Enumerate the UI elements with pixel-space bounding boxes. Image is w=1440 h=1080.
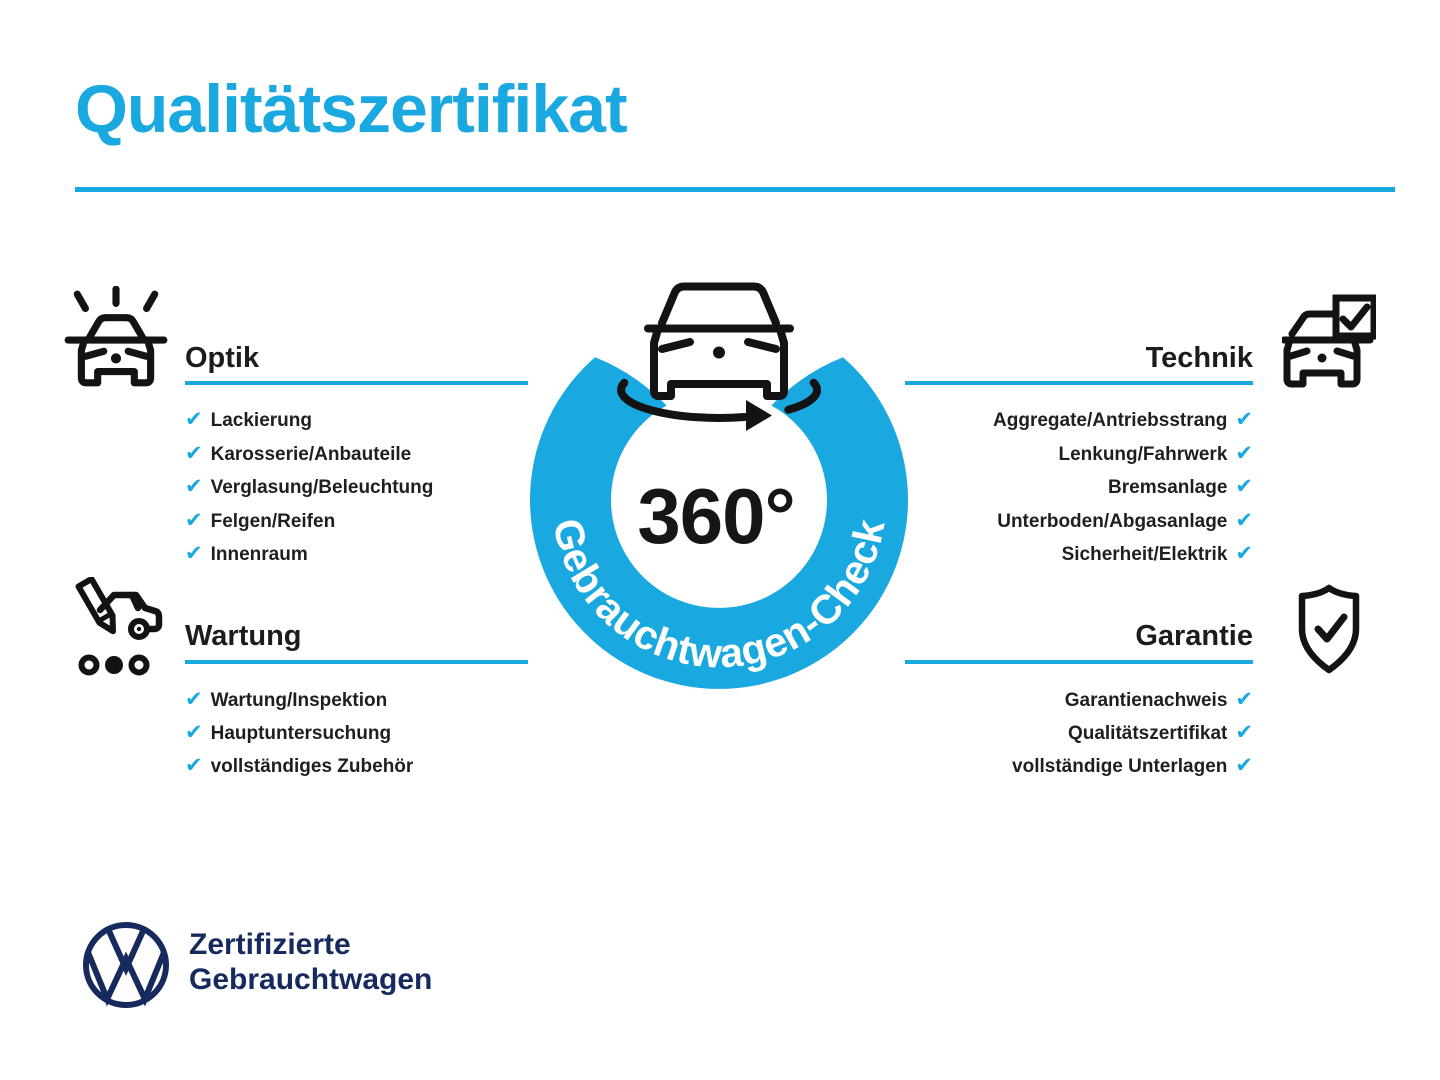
check-icon: ✔ — [1235, 541, 1253, 566]
checklist-item: Aggregate/Antriebsstrang ✔ — [833, 404, 1253, 438]
ring-360-graphic: Gebrauchtwagen-Check 360° — [504, 265, 934, 735]
check-icon: ✔ — [1235, 687, 1253, 711]
checklist-item-label: Hauptuntersuchung — [210, 723, 392, 744]
check-icon: ✔ — [185, 687, 203, 711]
checklist-item-label: vollständiges Zubehör — [210, 756, 414, 777]
checklist-item: Unterboden/Abgasanlage ✔ — [833, 505, 1253, 539]
checklist-item: ✔ Lackierung — [185, 404, 433, 438]
checklist-item-label: Bremsanlage — [1108, 477, 1228, 499]
checklist-item-label: Innenraum — [210, 544, 308, 566]
check-icon: ✔ — [1235, 507, 1253, 532]
checklist-item-label: Lackierung — [210, 410, 312, 432]
checklist-technik: Aggregate/Antriebsstrang ✔ Lenkung/Fahrwe… — [833, 404, 1253, 572]
check-icon: ✔ — [185, 407, 203, 432]
check-icon: ✔ — [185, 753, 203, 777]
checklist-item: ✔ Verglasung/Beleuchtung — [185, 471, 433, 505]
checklist-item: ✔ vollständiges Zubehör — [185, 750, 413, 783]
checklist-optik: ✔ Lackierung ✔ Karosserie/Anbauteile ✔ Verg… — [185, 404, 433, 572]
checklist-item: ✔ Innenraum — [185, 538, 433, 572]
checklist-item-label: Wartung/Inspektion — [210, 690, 388, 711]
check-icon: ✔ — [1235, 753, 1253, 777]
check-icon: ✔ — [1235, 440, 1253, 465]
section-rule-garantie — [905, 660, 1253, 664]
vw-logo — [80, 919, 172, 1011]
degree-label: 360° — [637, 472, 794, 560]
shield-check-icon — [1294, 584, 1364, 676]
checklist-item: Sicherheit/Elektrik ✔ — [833, 538, 1253, 572]
brand-wordmark-line2: Gebrauchtwagen — [189, 963, 433, 996]
check-icon: ✔ — [185, 474, 203, 499]
checklist-garantie: Garantienachweis ✔ Qualitätszertifikat ✔ v… — [833, 684, 1253, 783]
check-icon: ✔ — [185, 720, 203, 744]
brand-wordmark-line1: Zertifizierte — [189, 928, 351, 961]
checklist-item-label: Sicherheit/Elektrik — [1061, 544, 1228, 566]
section-rule-technik — [905, 381, 1253, 385]
section-header-technik: Technik — [1145, 342, 1253, 374]
checklist-item-label: vollständige Unterlagen — [1012, 756, 1228, 777]
check-icon: ✔ — [185, 541, 203, 566]
car-checkbox-icon — [1280, 294, 1378, 394]
checklist-item: Lenkung/Fahrwerk ✔ — [833, 438, 1253, 472]
checklist-wartung: ✔ Wartung/Inspektion ✔ Hauptuntersuchung ✔… — [185, 684, 413, 783]
section-header-wartung: Wartung — [185, 620, 302, 652]
checklist-item: Garantienachweis ✔ — [833, 684, 1253, 717]
check-icon: ✔ — [1235, 407, 1253, 432]
checklist-item: Qualitätszertifikat ✔ — [833, 717, 1253, 750]
checklist-item-label: Qualitätszertifikat — [1067, 723, 1228, 744]
checklist-item: ✔ Felgen/Reifen — [185, 505, 433, 539]
car-shine-icon — [60, 285, 172, 388]
checklist-item: vollständige Unterlagen ✔ — [833, 750, 1253, 783]
checklist-item: ✔ Wartung/Inspektion — [185, 684, 413, 717]
pencil-checklist-car-icon — [62, 575, 168, 677]
title-divider — [75, 187, 1395, 192]
section-header-garantie: Garantie — [1135, 620, 1253, 652]
checklist-item: ✔ Hauptuntersuchung — [185, 717, 413, 750]
check-icon: ✔ — [1235, 720, 1253, 744]
check-icon: ✔ — [185, 507, 203, 532]
checklist-item-label: Lenkung/Fahrwerk — [1058, 443, 1228, 465]
checklist-item-label: Verglasung/Beleuchtung — [210, 477, 434, 499]
checklist-item-label: Felgen/Reifen — [210, 510, 336, 532]
section-header-optik: Optik — [185, 342, 260, 374]
checklist-item-label: Karosserie/Anbauteile — [210, 443, 412, 465]
car-360-rotation-icon — [617, 282, 822, 431]
check-icon: ✔ — [1235, 474, 1253, 499]
checklist-item-label: Aggregate/Antriebsstrang — [993, 410, 1228, 432]
ring-shape — [530, 357, 908, 689]
section-rule-optik — [185, 381, 528, 385]
checklist-item-label: Unterboden/Abgasanlage — [997, 510, 1228, 532]
check-icon: ✔ — [185, 440, 203, 465]
checklist-item-label: Garantienachweis — [1064, 690, 1228, 711]
page-title: Qualitätszertifikat — [75, 71, 628, 147]
brand-wordmark: Zertifizierte Gebrauchtwagen — [189, 927, 432, 997]
checklist-item: Bremsanlage ✔ — [833, 471, 1253, 505]
checklist-item: ✔ Karosserie/Anbauteile — [185, 438, 433, 472]
section-rule-wartung — [185, 660, 528, 664]
